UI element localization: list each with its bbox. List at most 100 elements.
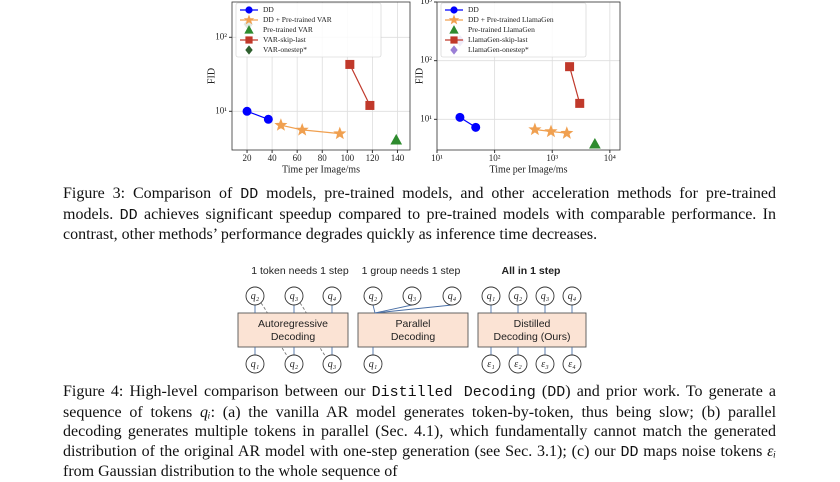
caption-text: : (a) the vanilla AR model generates tok… bbox=[63, 403, 777, 460]
token-node bbox=[363, 286, 383, 306]
series-line bbox=[569, 66, 581, 104]
x-tick-label: 20 bbox=[243, 153, 253, 163]
y-tick-label: 10¹ bbox=[215, 105, 227, 115]
x-axis-label: Time per Image/ms bbox=[490, 164, 568, 175]
legend-label: DD + Pre-trained VAR bbox=[263, 15, 332, 24]
token-node bbox=[562, 354, 582, 374]
legend-label: DD + Pre-trained LlamaGen bbox=[468, 15, 554, 24]
caption-text: models, pre-trained models, and other ac… bbox=[63, 185, 777, 223]
point bbox=[390, 133, 403, 145]
x-tick-label: 40 bbox=[268, 153, 278, 163]
point bbox=[575, 98, 585, 108]
x-tick-label: 10³ bbox=[546, 153, 558, 163]
token-node bbox=[284, 286, 304, 306]
x-axis-label: Time per Image/ms bbox=[282, 164, 360, 175]
token-node bbox=[562, 286, 582, 306]
caption-text: Figure 4: High-level comparison between … bbox=[63, 383, 372, 400]
legend-marker bbox=[448, 14, 460, 25]
token-label: q₃ bbox=[290, 291, 299, 302]
legend-box bbox=[440, 2, 587, 58]
legend-marker bbox=[245, 6, 253, 14]
x-tick-label: 10¹ bbox=[431, 153, 443, 163]
legend-marker bbox=[244, 25, 254, 34]
caption-text: ) and prior work. To generate a sequence… bbox=[63, 383, 777, 421]
decoder-label: Decoding bbox=[271, 331, 316, 343]
figure3-caption: Figure 3: Comparison of DD models, pre-t… bbox=[63, 184, 776, 245]
caption-code: DD bbox=[119, 206, 138, 224]
point bbox=[274, 118, 288, 131]
caption-code: DD bbox=[547, 384, 566, 401]
token-node bbox=[245, 286, 265, 306]
point bbox=[560, 126, 574, 139]
caption-math: qᵢ bbox=[200, 403, 211, 421]
decoder-label: Parallel bbox=[395, 318, 430, 330]
y-axis-label: FID bbox=[206, 68, 217, 84]
token-label: q₄ bbox=[448, 291, 457, 302]
token-label: q₂ bbox=[369, 291, 378, 302]
x-tick-label: 80 bbox=[318, 153, 328, 163]
legend-label: Pre-trained VAR bbox=[263, 25, 313, 34]
point bbox=[263, 114, 273, 124]
token-label: ε₄ bbox=[568, 359, 576, 370]
token-node bbox=[535, 354, 555, 374]
plot-frame bbox=[436, 1, 621, 151]
caption-text: achieves significant speedup compared to… bbox=[63, 205, 777, 244]
token-node bbox=[442, 286, 462, 306]
token-label: q₃ bbox=[541, 291, 550, 302]
token-label: q₁ bbox=[487, 291, 495, 302]
x-tick-label: 10⁴ bbox=[604, 153, 616, 163]
token-node bbox=[535, 286, 555, 306]
legend-label: Pre-trained LlamaGen bbox=[468, 25, 535, 34]
token-label: q₄ bbox=[328, 291, 337, 302]
token-label: ε₃ bbox=[541, 359, 549, 370]
decoder-box bbox=[357, 312, 469, 348]
x-tick-label: 60 bbox=[293, 153, 303, 163]
y-axis-label: FID bbox=[414, 68, 425, 84]
token-label: q₃ bbox=[408, 291, 417, 302]
legend-marker bbox=[243, 14, 255, 25]
token-label: q₁ bbox=[251, 359, 259, 370]
x-tick-label: 140 bbox=[391, 153, 405, 163]
diagram-header: All in 1 step bbox=[502, 265, 561, 277]
caption-text: Figure 3: Comparison of bbox=[63, 185, 241, 202]
point bbox=[295, 122, 309, 136]
point bbox=[455, 112, 465, 122]
caption-code: DD bbox=[240, 186, 259, 203]
x-tick-label: 10² bbox=[489, 153, 501, 163]
point bbox=[565, 62, 575, 72]
arrow bbox=[374, 304, 413, 314]
point bbox=[365, 100, 375, 110]
y-tick-label: 10³ bbox=[420, 0, 432, 6]
y-tick-label: 10¹ bbox=[420, 113, 432, 123]
legend-label: DD bbox=[263, 5, 274, 14]
token-node bbox=[322, 354, 342, 374]
decoder-label: Autoregressive bbox=[258, 318, 328, 330]
token-label: q₃ bbox=[328, 359, 337, 370]
token-node bbox=[363, 354, 383, 374]
legend-marker bbox=[450, 36, 458, 44]
token-label: ε₁ bbox=[487, 359, 494, 370]
legend-label: VAR-skip-last bbox=[263, 35, 307, 44]
point bbox=[544, 124, 558, 138]
legend-label: LlamaGen-skip-last bbox=[468, 35, 528, 44]
token-node bbox=[481, 286, 501, 306]
token-label: ε₂ bbox=[514, 359, 522, 370]
caption-text: ( bbox=[535, 383, 548, 400]
point bbox=[528, 122, 542, 136]
token-node bbox=[481, 354, 501, 374]
caption-math: εᵢ bbox=[767, 442, 776, 460]
figure4-caption: Figure 4: High-level comparison between … bbox=[63, 382, 776, 482]
token-node bbox=[322, 286, 342, 306]
token-label: q₂ bbox=[290, 359, 299, 370]
y-tick-label: 10² bbox=[420, 55, 432, 65]
series-line bbox=[349, 64, 371, 106]
caption-text: maps noise tokens bbox=[638, 442, 768, 460]
plot-frame bbox=[231, 1, 411, 151]
legend-marker bbox=[449, 25, 459, 34]
token-node bbox=[284, 354, 304, 374]
x-tick-label: 100 bbox=[341, 153, 355, 163]
token-label: q₁ bbox=[369, 359, 377, 370]
arrow bbox=[372, 304, 376, 314]
